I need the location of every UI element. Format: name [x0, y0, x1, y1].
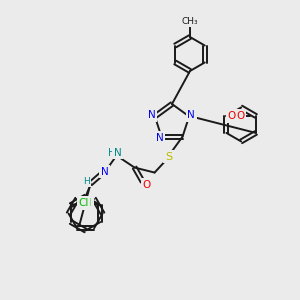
Text: O: O: [142, 180, 151, 190]
Text: H: H: [83, 177, 90, 186]
Text: O: O: [236, 111, 244, 121]
Text: Cl: Cl: [82, 198, 92, 208]
Text: N: N: [155, 133, 163, 142]
Text: H: H: [108, 148, 115, 158]
Text: N: N: [114, 148, 122, 158]
Text: Cl: Cl: [78, 198, 88, 208]
Text: CH₃: CH₃: [182, 16, 198, 26]
Text: N: N: [187, 110, 195, 120]
Text: N: N: [148, 110, 156, 120]
Text: S: S: [165, 152, 172, 162]
Text: O: O: [227, 111, 236, 121]
Text: N: N: [101, 167, 109, 177]
